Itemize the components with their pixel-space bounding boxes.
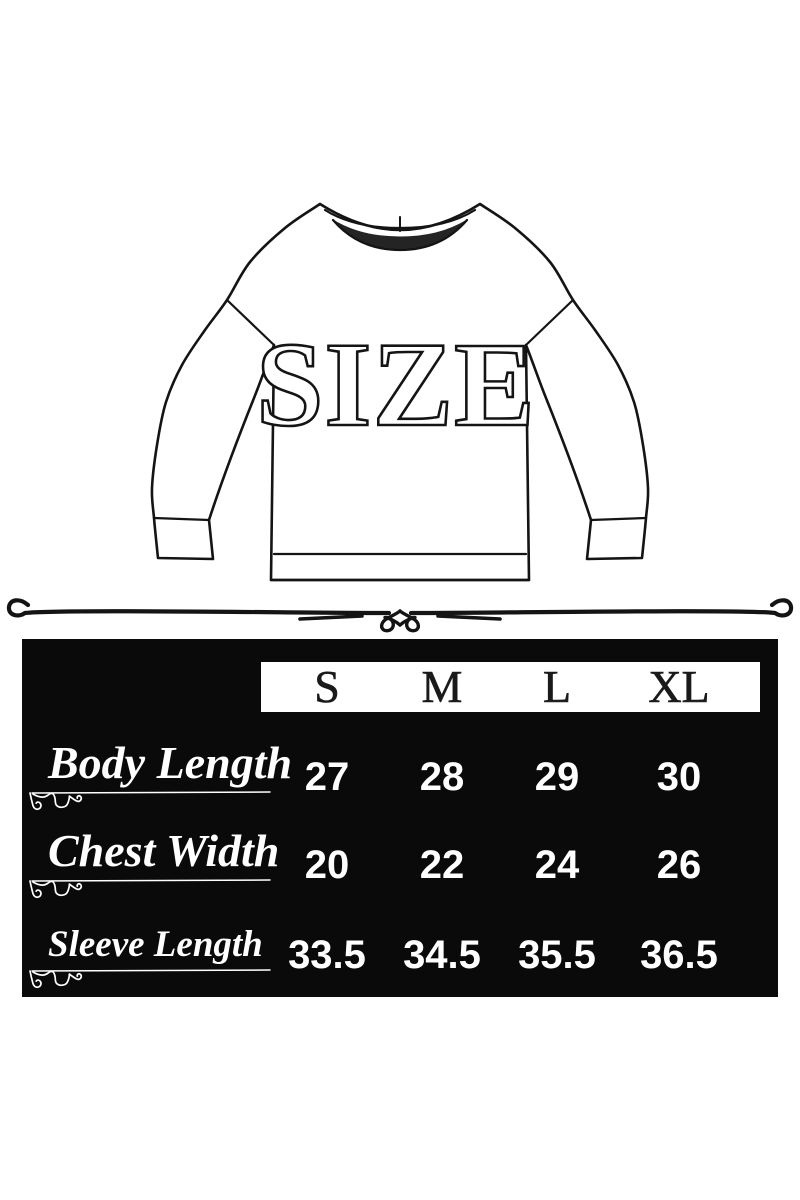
svg-text:30: 30	[657, 755, 702, 799]
svg-text:22: 22	[420, 843, 465, 887]
svg-text:XL: XL	[648, 661, 709, 712]
svg-text:Sleeve Length: Sleeve Length	[48, 924, 263, 965]
svg-text:33.5: 33.5	[288, 933, 366, 977]
svg-text:29: 29	[535, 755, 580, 799]
svg-text:26: 26	[657, 843, 702, 887]
svg-text:34.5: 34.5	[403, 933, 481, 977]
svg-text:Body Length: Body Length	[47, 737, 292, 788]
svg-text:S: S	[314, 661, 340, 712]
svg-text:Chest Width: Chest Width	[48, 825, 279, 876]
svg-text:36.5: 36.5	[640, 933, 718, 977]
svg-text:M: M	[422, 661, 463, 712]
svg-text:27: 27	[305, 755, 350, 799]
svg-text:L: L	[543, 661, 571, 712]
svg-text:35.5: 35.5	[518, 933, 596, 977]
svg-text:24: 24	[535, 843, 580, 887]
svg-text:SIZE: SIZE	[256, 318, 536, 452]
svg-text:20: 20	[305, 843, 350, 887]
svg-text:28: 28	[420, 755, 465, 799]
